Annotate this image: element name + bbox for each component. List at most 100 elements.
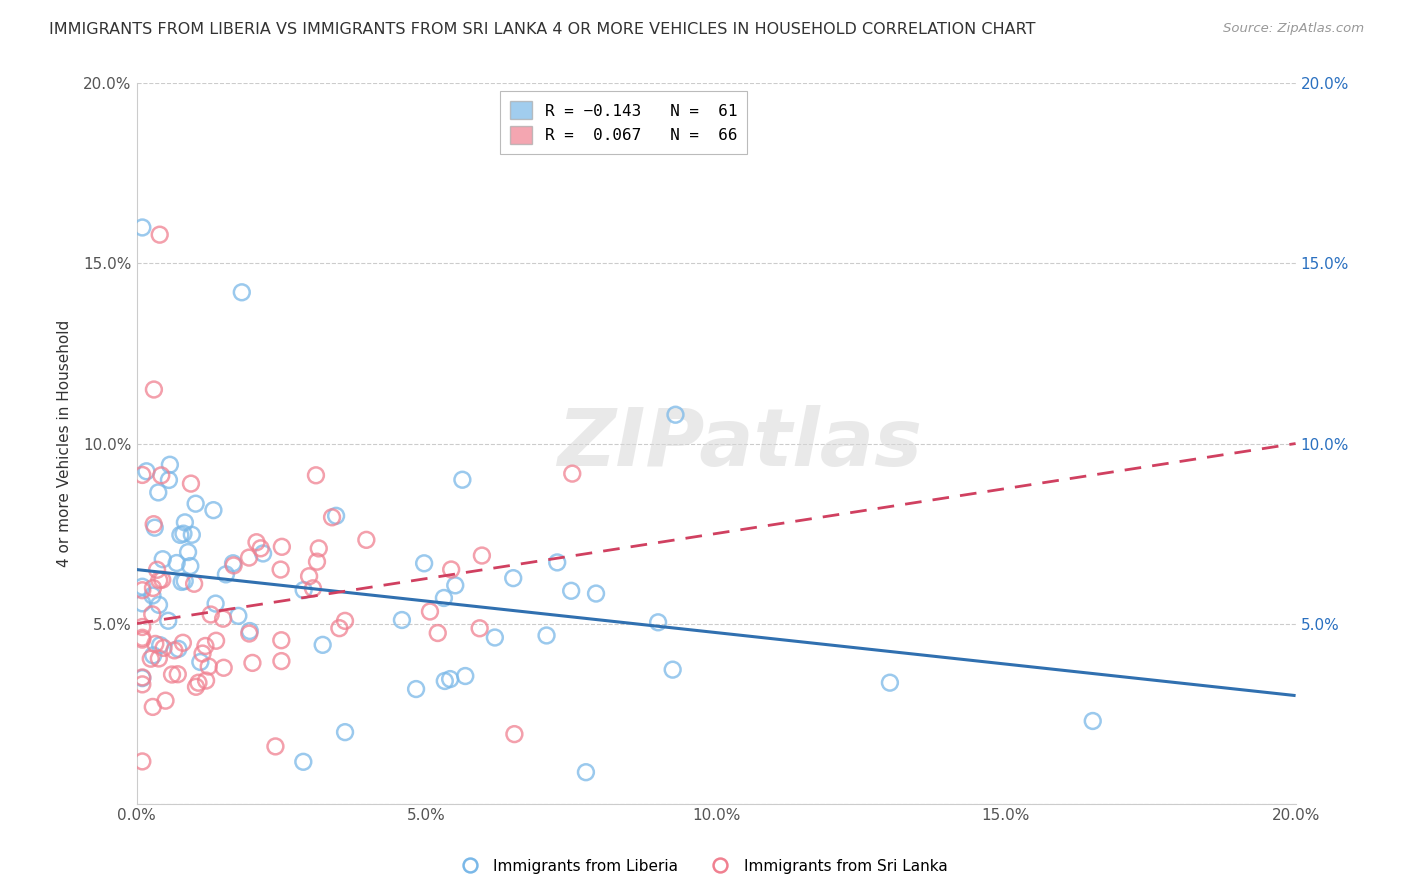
Point	[157, 473, 180, 487]
Point	[131, 670, 153, 684]
Point	[131, 467, 153, 482]
Point	[561, 467, 583, 481]
Point	[163, 643, 186, 657]
Legend: R = −0.143   N =  61, R =  0.067   N =  66: R = −0.143 N = 61, R = 0.067 N = 66	[501, 91, 747, 154]
Point	[131, 677, 153, 691]
Point	[249, 541, 271, 556]
Point	[664, 408, 686, 422]
Point	[160, 667, 183, 681]
Point	[141, 589, 163, 603]
Point	[333, 614, 356, 628]
Point	[131, 631, 153, 645]
Point	[503, 727, 526, 741]
Point	[471, 549, 494, 563]
Point	[180, 476, 202, 491]
Point	[184, 497, 207, 511]
Point	[270, 563, 292, 577]
Point	[187, 675, 209, 690]
Point	[231, 285, 253, 300]
Point	[142, 581, 165, 595]
Point	[188, 655, 211, 669]
Point	[1081, 714, 1104, 728]
Point	[270, 654, 292, 668]
Point	[292, 755, 315, 769]
Point	[172, 636, 194, 650]
Point	[166, 667, 188, 681]
Point	[356, 533, 378, 547]
Point	[152, 552, 174, 566]
Point	[142, 383, 165, 397]
Point	[270, 633, 292, 648]
Point	[148, 651, 170, 665]
Point	[212, 612, 235, 626]
Point	[167, 641, 190, 656]
Point	[413, 557, 436, 571]
Point	[405, 681, 427, 696]
Point	[333, 725, 356, 739]
Point	[141, 607, 163, 622]
Point	[155, 694, 177, 708]
Point	[177, 545, 200, 559]
Point	[146, 563, 169, 577]
Point	[184, 680, 207, 694]
Point	[222, 558, 245, 573]
Point	[212, 661, 235, 675]
Point	[142, 648, 165, 663]
Point	[270, 540, 292, 554]
Point	[142, 700, 165, 714]
Point	[204, 597, 226, 611]
Point	[169, 528, 191, 542]
Point	[305, 468, 328, 483]
Point	[143, 637, 166, 651]
Point	[321, 510, 343, 524]
Point	[131, 632, 153, 647]
Point	[308, 541, 330, 556]
Point	[202, 503, 225, 517]
Point	[879, 675, 901, 690]
Point	[391, 613, 413, 627]
Point	[502, 571, 524, 585]
Point	[661, 663, 683, 677]
Point	[142, 517, 165, 532]
Point	[143, 521, 166, 535]
Point	[149, 638, 172, 652]
Point	[433, 673, 456, 688]
Point	[131, 220, 153, 235]
Point	[200, 607, 222, 622]
Point	[131, 583, 153, 598]
Point	[131, 620, 153, 634]
Point	[191, 647, 214, 661]
Point	[194, 639, 217, 653]
Point	[157, 614, 180, 628]
Point	[238, 550, 260, 565]
Point	[148, 598, 170, 612]
Point	[159, 458, 181, 472]
Point	[131, 755, 153, 769]
Point	[173, 574, 195, 588]
Point	[536, 628, 558, 642]
Point	[560, 583, 582, 598]
Point	[239, 624, 262, 638]
Point	[150, 573, 173, 587]
Point	[484, 631, 506, 645]
Point	[440, 562, 463, 576]
Point	[166, 556, 188, 570]
Point	[170, 574, 193, 589]
Point	[305, 555, 328, 569]
Point	[228, 608, 250, 623]
Point	[131, 596, 153, 610]
Point	[433, 591, 456, 605]
Point	[444, 578, 467, 592]
Point	[647, 615, 669, 630]
Point	[298, 569, 321, 583]
Point	[183, 576, 205, 591]
Legend: Immigrants from Liberia, Immigrants from Sri Lanka: Immigrants from Liberia, Immigrants from…	[453, 853, 953, 880]
Point	[180, 528, 202, 542]
Point	[585, 586, 607, 600]
Point	[205, 633, 228, 648]
Point	[135, 464, 157, 478]
Point	[197, 659, 219, 673]
Point	[131, 671, 153, 685]
Point	[426, 626, 449, 640]
Point	[439, 672, 461, 686]
